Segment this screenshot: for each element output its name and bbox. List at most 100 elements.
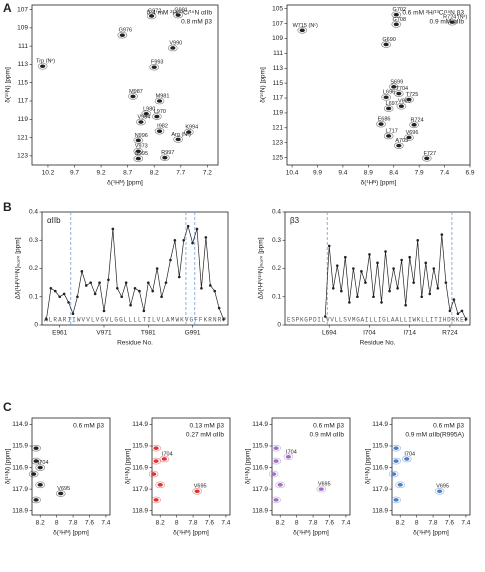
peak-halo [394,142,404,149]
data-point [456,312,460,316]
x-tick-label: 7.6 [205,520,214,527]
peak-label: V695 [436,484,449,490]
x-tick-label: 8 [175,520,179,527]
x-tick-label: V971 [96,330,112,337]
peak-label: L696 [383,90,395,96]
y-tick-label: 125 [272,154,283,161]
data-point [408,255,411,259]
peak-label: L717 [386,128,398,134]
x-axis-label: Residue No. [117,340,153,347]
peak-halo [136,118,146,126]
data-point [142,309,146,313]
peak-halo [376,120,386,128]
peak-halo [128,93,138,100]
y-tick-label: 123 [17,153,28,160]
data-point [420,295,424,299]
peak-halo [159,455,170,463]
peak-halo [388,470,399,478]
peak [175,137,181,142]
peak [156,129,163,133]
peak [398,104,404,109]
y-axis-label: Δδ(¹Hᴺ/¹⁵N)ₙₒᵣₘ [ppm] [258,237,265,299]
peak-halo [391,457,401,465]
y-tick-label: 118.9 [132,507,148,514]
data-point [217,306,221,310]
peak [391,472,397,476]
data-point [200,286,203,290]
data-point [45,318,48,321]
data-point [62,292,66,296]
data-point [177,275,181,279]
data-line [324,234,467,320]
data-point [49,286,53,290]
peak-halo [168,44,178,52]
y-tick-label: 0.4 [272,209,281,216]
peak-label: V973 [135,144,148,150]
data-point [173,238,177,242]
y-tick-label: 0.2 [29,265,38,272]
y-axis-label: δ(¹⁵N) [ppm] [245,449,252,485]
data-point [404,303,407,307]
peak-label: V984 [138,114,151,120]
panel-label: C [3,400,12,414]
x-tick-label: 8 [55,520,59,527]
data-point [400,258,403,262]
peak-label: T725 [406,92,419,98]
y-tick-label: 114.9 [252,421,268,428]
x-tick-label: 7.6 [325,520,334,527]
peak-label: I982 [157,124,168,130]
y-tick-label: 117 [273,95,284,102]
y-axis-label: δ(¹⁵N) [ppm] [5,449,12,485]
data-point [444,281,448,284]
annotation: 0.9 mM αIIb(R995A) [405,432,464,439]
plot-frame [284,211,471,326]
peak-halo [173,11,183,19]
peak-halo [149,63,160,71]
y-tick-label: 115 [273,80,284,87]
peak [406,135,412,140]
x-tick-label: 8.2 [36,520,45,527]
x-tick-label: 7.9 [415,170,424,177]
peak-halo [155,481,166,489]
data-line [46,224,224,320]
peak [151,472,157,476]
peak-halo [37,62,48,70]
data-point [396,286,399,290]
peak-label: S699 [390,79,403,85]
plot-frame [31,4,219,166]
plot-frame [271,417,351,516]
peak [33,459,39,463]
data-point [191,241,194,245]
data-point [120,295,124,299]
x-tick-label: 7.7 [176,170,185,177]
peak-label: V695 [194,484,207,490]
annotation: 0.27 mM αIIb [186,432,224,439]
peak-halo [383,132,394,140]
peak-label: T704 [396,86,409,92]
x-tick-label: 7.4 [461,520,470,527]
annotation: 0.6 mM β3 [313,423,344,430]
peak-halo [31,496,41,504]
data-point [360,270,363,273]
peak-halo [394,90,404,97]
peak [386,134,392,138]
data-point [169,258,172,262]
plot-frame [391,417,471,516]
peak-halo [173,136,183,143]
data-point [155,267,159,270]
y-tick-label: 0.2 [272,265,281,272]
data-point [138,289,141,293]
data-point [129,303,132,307]
peak-halo [151,444,161,452]
peak [378,122,384,126]
peak [135,138,141,143]
data-point [432,267,436,270]
peak-label: G991 [174,8,187,14]
x-tick-label: 7.8 [189,520,198,527]
y-axis-label: δ(¹⁵N) [ppm] [260,67,267,103]
sequence: ESPKGPDILVVLLSVMGAILLIGLAALLIWKLLITIHDRK… [287,317,468,324]
data-point [164,281,168,284]
data-point [348,301,351,304]
x-tick-label: E961 [52,330,68,337]
